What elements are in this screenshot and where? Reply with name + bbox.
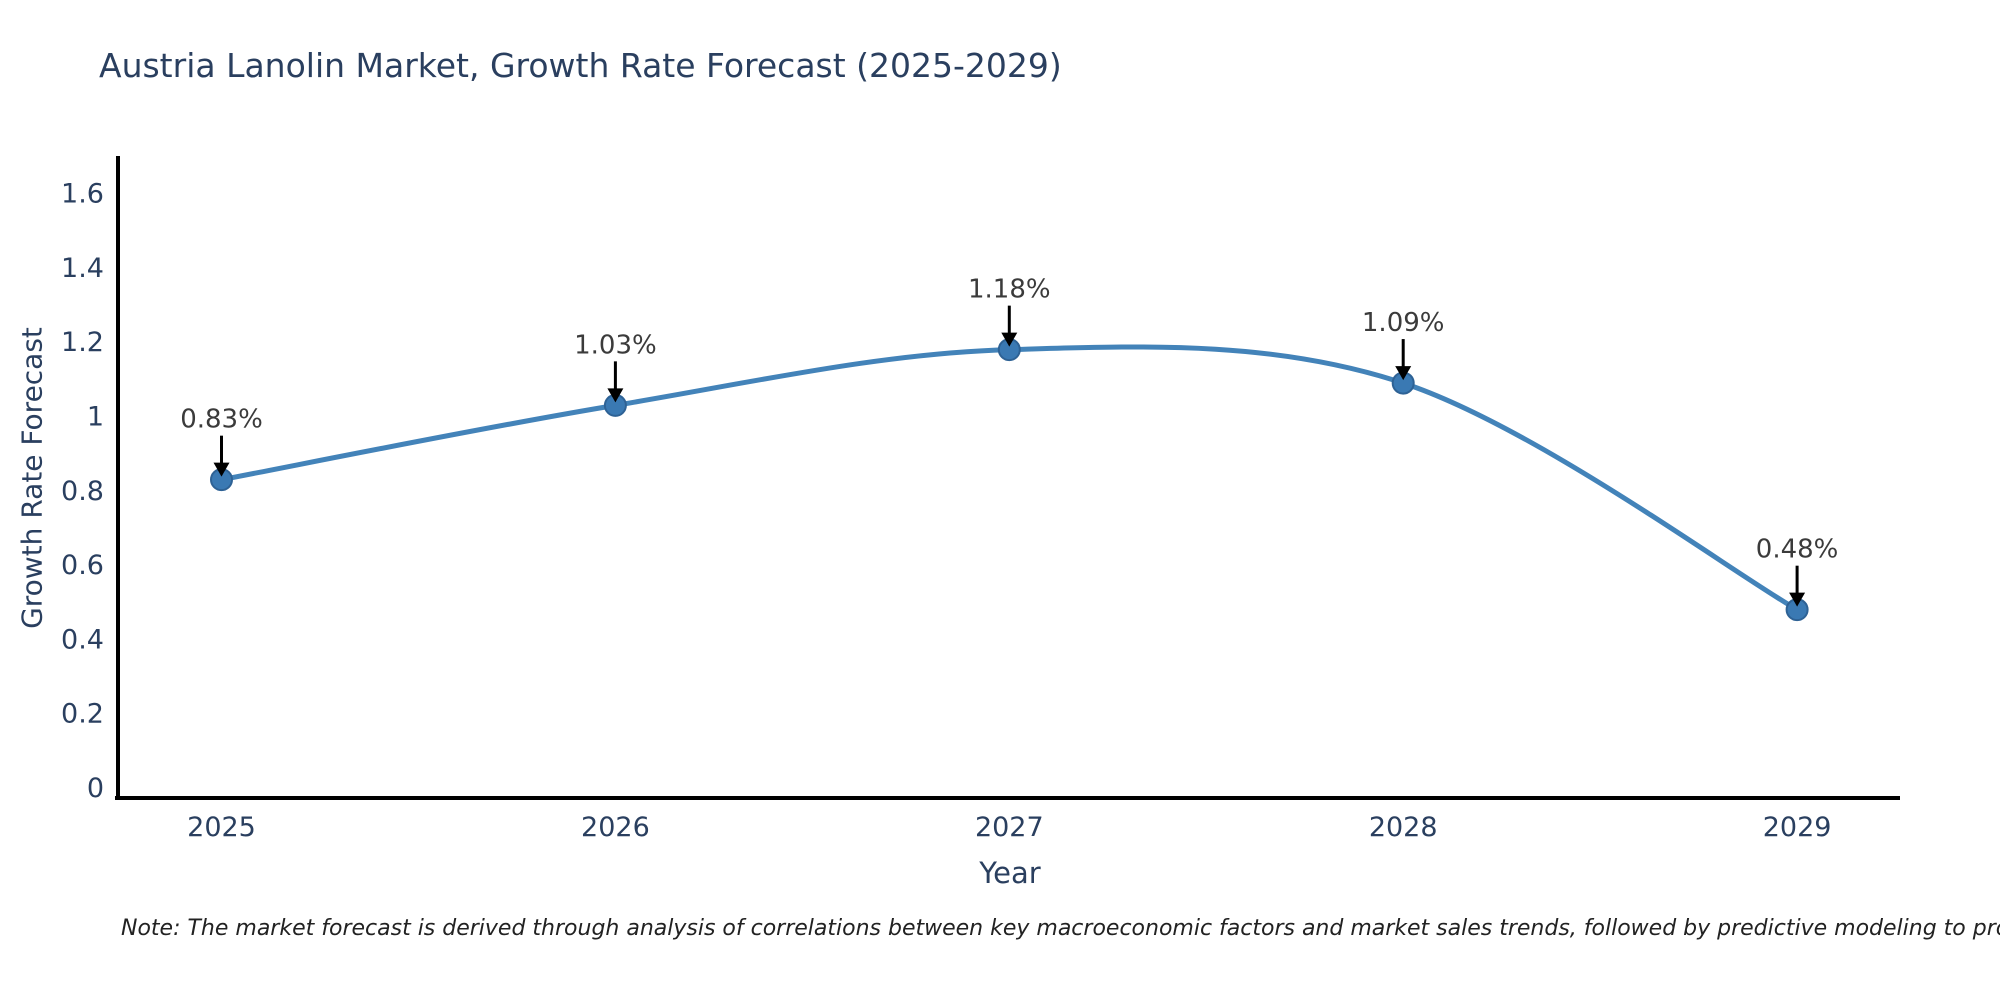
annotation-arrowhead xyxy=(1789,592,1806,607)
x-tick-label: 2027 xyxy=(975,812,1044,843)
annotation-label: 0.48% xyxy=(1756,535,1839,565)
y-tick-label: 1.6 xyxy=(61,179,104,210)
y-tick-label: 0.2 xyxy=(61,699,104,730)
y-tick-label: 0.6 xyxy=(61,550,104,581)
x-tick-label: 2026 xyxy=(581,812,650,843)
x-axis-title: Year xyxy=(979,856,1041,890)
y-tick-label: 0.4 xyxy=(61,624,104,655)
x-tick-label: 2029 xyxy=(1763,812,1832,843)
annotation-arrowhead xyxy=(607,388,624,403)
annotation-arrowhead xyxy=(1395,366,1412,381)
annotation-arrowhead xyxy=(1001,332,1018,347)
annotation-label: 1.03% xyxy=(574,330,657,360)
annotation-label: 1.18% xyxy=(968,275,1051,305)
x-tick-label: 2025 xyxy=(187,812,256,843)
x-tick-label: 2028 xyxy=(1369,812,1438,843)
annotation-label: 0.83% xyxy=(180,405,263,435)
y-tick-label: 0 xyxy=(87,773,104,804)
series-line xyxy=(221,344,1799,612)
annotation-label: 1.09% xyxy=(1362,308,1445,338)
footnote-text: Note: The market forecast is derived thr… xyxy=(121,916,2000,941)
annotation-arrowhead xyxy=(213,462,230,477)
y-tick-label: 1.2 xyxy=(61,327,104,358)
y-tick-label: 1 xyxy=(87,402,104,433)
y-tick-label: 0.8 xyxy=(61,476,104,507)
y-tick-label: 1.4 xyxy=(61,253,104,284)
chart-title: Austria Lanolin Market, Growth Rate Fore… xyxy=(99,46,1062,85)
